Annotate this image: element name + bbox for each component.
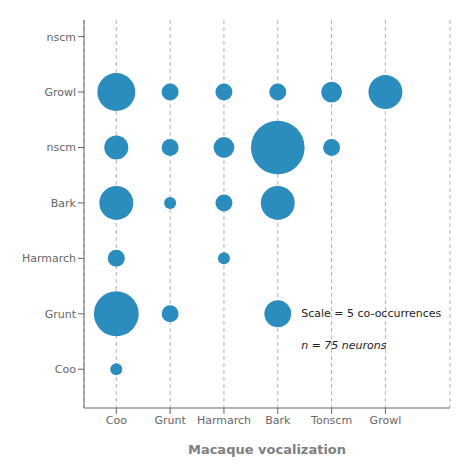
svg-text:nscm: nscm (47, 31, 76, 44)
svg-text:Coo: Coo (55, 363, 76, 376)
svg-text:Harmarch: Harmarch (22, 252, 76, 265)
svg-text:Bark: Bark (265, 414, 291, 427)
svg-text:Harmarch: Harmarch (197, 414, 251, 427)
svg-text:Grunt: Grunt (154, 414, 186, 427)
svg-text:Tonscm: Tonscm (310, 414, 352, 427)
svg-text:Growl: Growl (44, 86, 76, 99)
svg-text:Coo: Coo (106, 414, 127, 427)
svg-text:Grunt: Grunt (45, 308, 77, 321)
svg-text:nscm: nscm (47, 141, 76, 154)
svg-text:n = 75 neurons: n = 75 neurons (301, 339, 387, 352)
svg-text:Growl: Growl (370, 414, 402, 427)
svg-text:Bark: Bark (51, 197, 77, 210)
svg-text:Macaque vocalization: Macaque vocalization (188, 442, 346, 457)
svg-text:Scale = 5 co-occurrences: Scale = 5 co-occurrences (301, 307, 441, 320)
